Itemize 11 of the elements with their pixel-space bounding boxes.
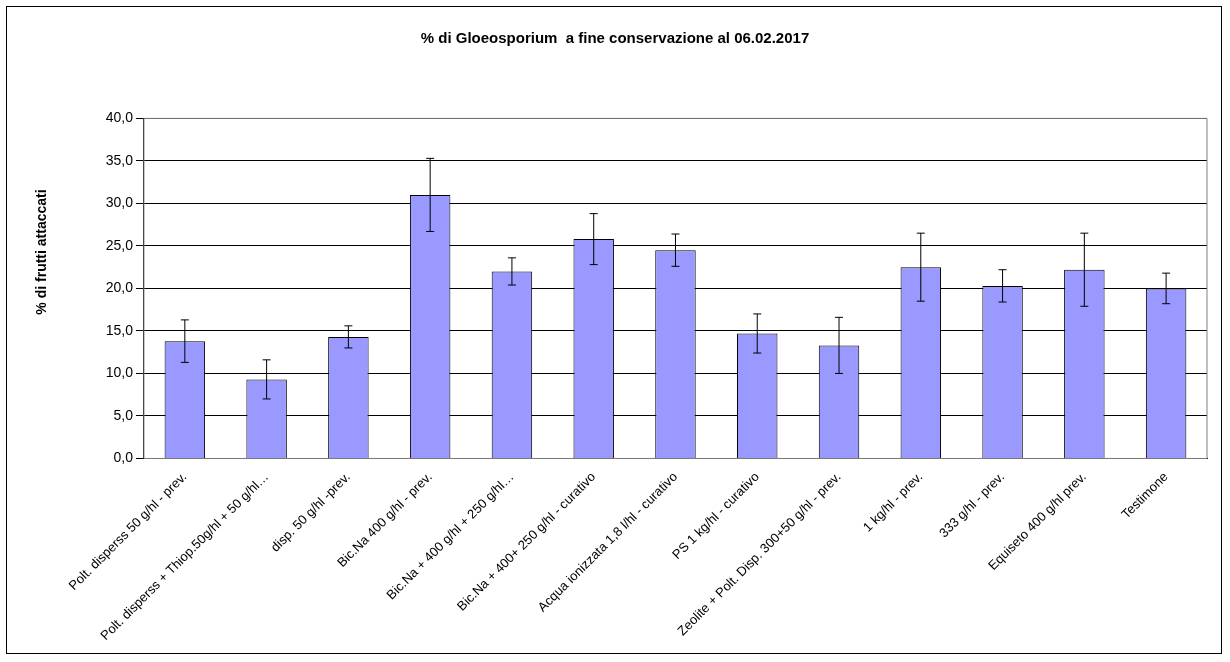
y-tick-label: 5,0: [113, 406, 134, 423]
y-tick-label: 35,0: [105, 151, 134, 168]
y-tick-label: 15,0: [105, 321, 134, 338]
y-tick-label: 10,0: [105, 364, 134, 381]
y-tick-label: 30,0: [105, 194, 134, 211]
y-tick-label: 0,0: [113, 449, 134, 466]
y-tick-label: 25,0: [105, 236, 134, 253]
y-axis-title: % di frutti attaccati: [33, 189, 49, 315]
chart-title: % di Gloeosporium a fine conservazione al 06.02.2017: [419, 29, 811, 46]
y-tick-label: 40,0: [105, 109, 134, 126]
y-tick-label: 20,0: [105, 279, 134, 296]
